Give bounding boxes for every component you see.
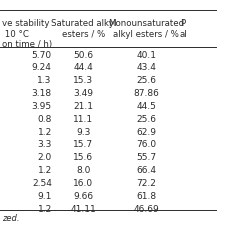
Text: 62.9: 62.9 (136, 128, 156, 137)
Text: 61.8: 61.8 (136, 192, 156, 201)
Text: 9.24: 9.24 (32, 63, 52, 72)
Text: 40.1: 40.1 (136, 51, 156, 60)
Text: 15.3: 15.3 (73, 76, 93, 85)
Text: 2.54: 2.54 (32, 179, 52, 188)
Text: 15.7: 15.7 (73, 140, 93, 149)
Text: 3.49: 3.49 (73, 89, 93, 98)
Text: 15.6: 15.6 (73, 153, 93, 162)
Text: 25.6: 25.6 (136, 115, 156, 124)
Text: 2.0: 2.0 (38, 153, 52, 162)
Text: 16.0: 16.0 (73, 179, 93, 188)
Text: 1.2: 1.2 (38, 128, 52, 137)
Text: P
al: P al (180, 19, 188, 38)
Text: zed.: zed. (2, 214, 20, 223)
Text: 44.5: 44.5 (136, 102, 156, 111)
Text: 8.0: 8.0 (76, 166, 90, 175)
Text: 5.70: 5.70 (32, 51, 52, 60)
Text: 46.69: 46.69 (133, 205, 159, 214)
Text: 1.2: 1.2 (38, 166, 52, 175)
Text: Monounsaturated
alkyl esters / %: Monounsaturated alkyl esters / % (108, 19, 184, 38)
Text: 25.6: 25.6 (136, 76, 156, 85)
Text: 43.4: 43.4 (136, 63, 156, 72)
Text: 9.66: 9.66 (73, 192, 93, 201)
Text: 11.1: 11.1 (73, 115, 93, 124)
Text: 44.4: 44.4 (73, 63, 93, 72)
Text: 1.3: 1.3 (37, 76, 52, 85)
Text: 3.3: 3.3 (37, 140, 52, 149)
Text: 41.11: 41.11 (70, 205, 96, 214)
Text: 1.2: 1.2 (38, 205, 52, 214)
Text: 66.4: 66.4 (136, 166, 156, 175)
Text: 72.2: 72.2 (136, 179, 156, 188)
Text: 9.1: 9.1 (37, 192, 52, 201)
Text: 55.7: 55.7 (136, 153, 156, 162)
Text: 76.0: 76.0 (136, 140, 156, 149)
Text: 9.3: 9.3 (76, 128, 90, 137)
Text: 50.6: 50.6 (73, 51, 93, 60)
Text: ve stability
 10 °C
on time / h): ve stability 10 °C on time / h) (2, 19, 52, 49)
Text: 3.95: 3.95 (32, 102, 52, 111)
Text: 0.8: 0.8 (37, 115, 52, 124)
Text: 21.1: 21.1 (73, 102, 93, 111)
Text: 87.86: 87.86 (133, 89, 159, 98)
Text: Saturated alkyl
esters / %: Saturated alkyl esters / % (51, 19, 116, 38)
Text: 3.18: 3.18 (32, 89, 52, 98)
